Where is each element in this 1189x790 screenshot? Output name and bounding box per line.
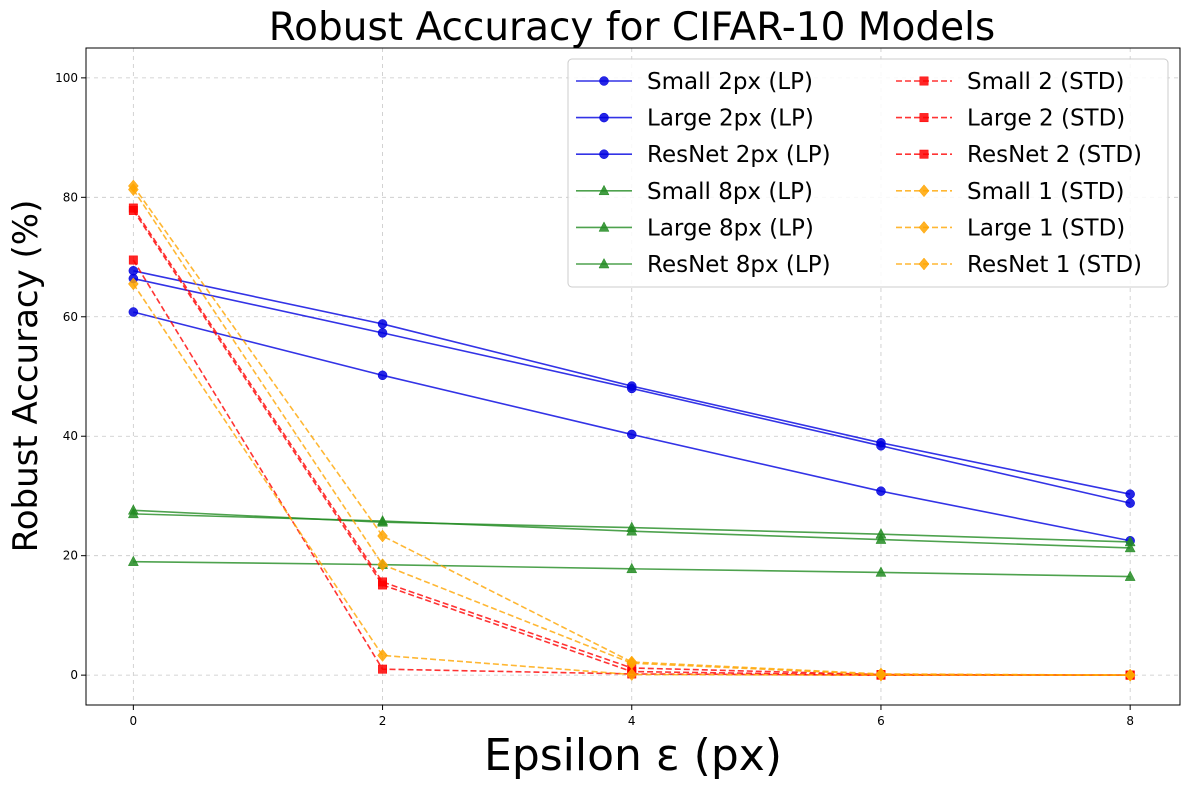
series-line <box>132 189 1131 676</box>
data-point <box>626 562 638 574</box>
data-point <box>377 328 388 338</box>
legend-item: Small 1 (STD) <box>896 179 1124 205</box>
x-tick-label: 6 <box>877 714 885 728</box>
legend-marker <box>599 149 609 159</box>
x-tick-label: 4 <box>628 714 636 728</box>
legend-item: ResNet 8px (LP) <box>576 252 831 278</box>
data-point <box>626 656 638 670</box>
data-point <box>377 649 388 662</box>
legend-item: Small 2px (LP) <box>576 69 813 95</box>
series-resnet-8px-lp <box>127 507 1136 553</box>
legend-label: Small 1 (STD) <box>967 179 1124 205</box>
x-tick-label: 0 <box>130 714 138 728</box>
legend-item: Small 2 (STD) <box>896 69 1124 95</box>
data-point <box>1124 570 1136 581</box>
data-point <box>875 566 887 577</box>
legend-label: Large 2px (LP) <box>647 106 814 132</box>
x-axis-label: Epsilon ε (px) <box>484 730 782 781</box>
data-point <box>875 533 887 544</box>
series-large-2px-lp <box>128 266 1135 499</box>
data-point <box>1125 498 1135 508</box>
legend-marker <box>919 76 929 86</box>
legend-marker <box>919 113 929 123</box>
legend-item: Large 2px (LP) <box>576 106 814 132</box>
legend-marker <box>599 112 609 123</box>
data-point <box>378 580 388 590</box>
data-point <box>626 668 638 681</box>
data-point <box>1124 668 1136 682</box>
data-point <box>377 558 388 572</box>
legend-marker <box>598 184 610 196</box>
legend-label: Large 8px (LP) <box>647 215 814 241</box>
legend-label: Large 1 (STD) <box>967 215 1125 241</box>
legend-label: ResNet 8px (LP) <box>647 252 831 278</box>
legend-label: Small 2px (LP) <box>647 69 813 95</box>
legend-box <box>567 58 1169 288</box>
legend-label: Large 2 (STD) <box>967 106 1125 132</box>
y-tick-label: 80 <box>63 190 78 204</box>
x-tick-label: 2 <box>379 714 387 728</box>
legend-label: Small 8px (LP) <box>647 179 813 205</box>
legend-item: ResNet 2px (LP) <box>576 142 831 168</box>
legend-item: ResNet 1 (STD) <box>896 252 1142 278</box>
legend-marker <box>599 76 609 86</box>
data-point <box>876 486 886 496</box>
legend-label: Small 2 (STD) <box>967 69 1124 95</box>
data-point <box>127 555 139 566</box>
legend-marker <box>918 257 930 271</box>
data-point <box>128 206 138 215</box>
data-point <box>377 515 388 526</box>
legend-marker <box>919 149 929 159</box>
data-point <box>1125 489 1135 499</box>
legend-marker <box>598 257 610 269</box>
legend-label: ResNet 2 (STD) <box>967 142 1142 168</box>
legend-item: Large 1 (STD) <box>896 215 1125 241</box>
legend: Small 2px (LP) Large 2px (LP) ResNet 2px (… <box>567 58 1169 288</box>
y-axis-label: Robust Accuracy (%) <box>6 200 46 553</box>
legend-item: Large 8px (LP) <box>576 215 814 241</box>
plot-frame <box>85 47 1181 706</box>
series-small-2px-lp <box>128 307 1135 546</box>
data-point <box>876 441 886 451</box>
series-resnet-2px-lp <box>128 273 1135 508</box>
legend-item: Small 8px (LP) <box>576 179 813 205</box>
data-point <box>626 525 638 536</box>
legend-item: Large 2 (STD) <box>896 106 1125 132</box>
data-point <box>627 383 637 394</box>
data-point <box>378 664 388 674</box>
y-tick-label: 0 <box>70 668 78 682</box>
data-point <box>128 255 138 265</box>
data-point <box>377 319 388 329</box>
data-point <box>128 183 139 196</box>
y-tick-label: 20 <box>63 549 78 563</box>
legend-marker <box>918 221 930 234</box>
data-point <box>377 370 388 381</box>
y-tick-label: 40 <box>63 429 78 443</box>
x-tick-label: 8 <box>1126 714 1134 728</box>
chart-title: Robust Accuracy for CIFAR-10 Models <box>269 5 995 50</box>
legend-item: ResNet 2 (STD) <box>896 142 1142 168</box>
data-point <box>127 507 139 519</box>
series-layer <box>127 179 1136 682</box>
series-resnet-1-std <box>128 183 1136 682</box>
legend-label: ResNet 1 (STD) <box>967 252 1142 278</box>
data-point <box>128 307 139 317</box>
legend-label: ResNet 2px (LP) <box>647 142 831 168</box>
data-point <box>627 429 637 440</box>
legend-marker <box>918 184 930 198</box>
y-tick-label: 60 <box>63 310 78 324</box>
data-point <box>875 668 887 681</box>
data-point <box>377 529 388 543</box>
y-tick-label: 100 <box>55 71 78 85</box>
data-point <box>128 277 139 291</box>
legend-marker <box>598 221 610 232</box>
data-point <box>1124 541 1136 553</box>
